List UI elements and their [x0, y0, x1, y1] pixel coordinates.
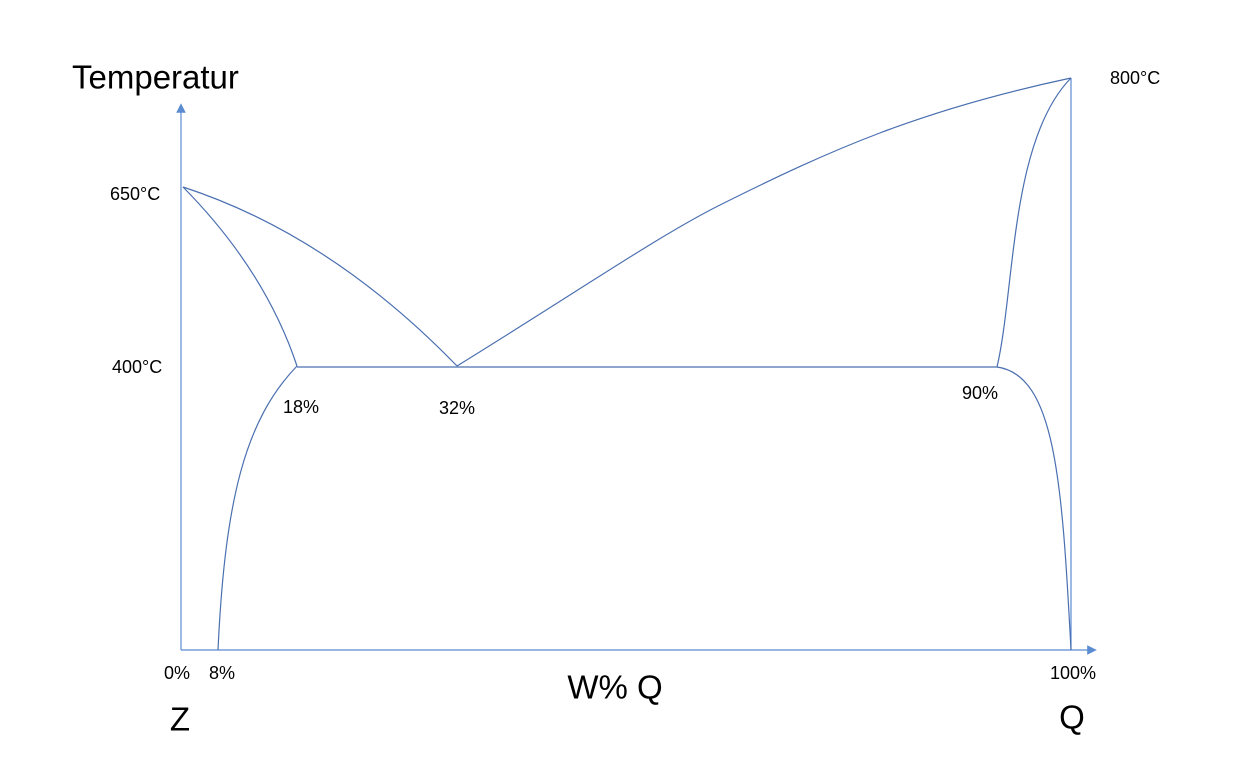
- right-liquidus: [456, 77, 1072, 367]
- component-label: Z: [170, 701, 190, 738]
- temperature-label: 650°C: [110, 184, 160, 204]
- x-tick-label: 100%: [1050, 663, 1096, 683]
- temperature-label: 400°C: [112, 357, 162, 377]
- left-solidus: [182, 186, 298, 367]
- temperature-label: 800°C: [1110, 68, 1160, 88]
- right-solidus: [996, 77, 1072, 368]
- composition-label: 32%: [439, 398, 475, 418]
- y-axis-label: Temperatur: [72, 59, 239, 96]
- left-liquidus: [182, 186, 458, 367]
- x-tick-label: 8%: [209, 663, 235, 683]
- composition-label: 90%: [962, 383, 998, 403]
- component-label: Q: [1059, 699, 1085, 736]
- x-axis-label: W% Q: [567, 669, 662, 706]
- x-tick-label: 0%: [164, 663, 190, 683]
- left-solvus: [217, 365, 298, 651]
- right-solvus: [996, 366, 1072, 651]
- composition-label: 18%: [283, 397, 319, 417]
